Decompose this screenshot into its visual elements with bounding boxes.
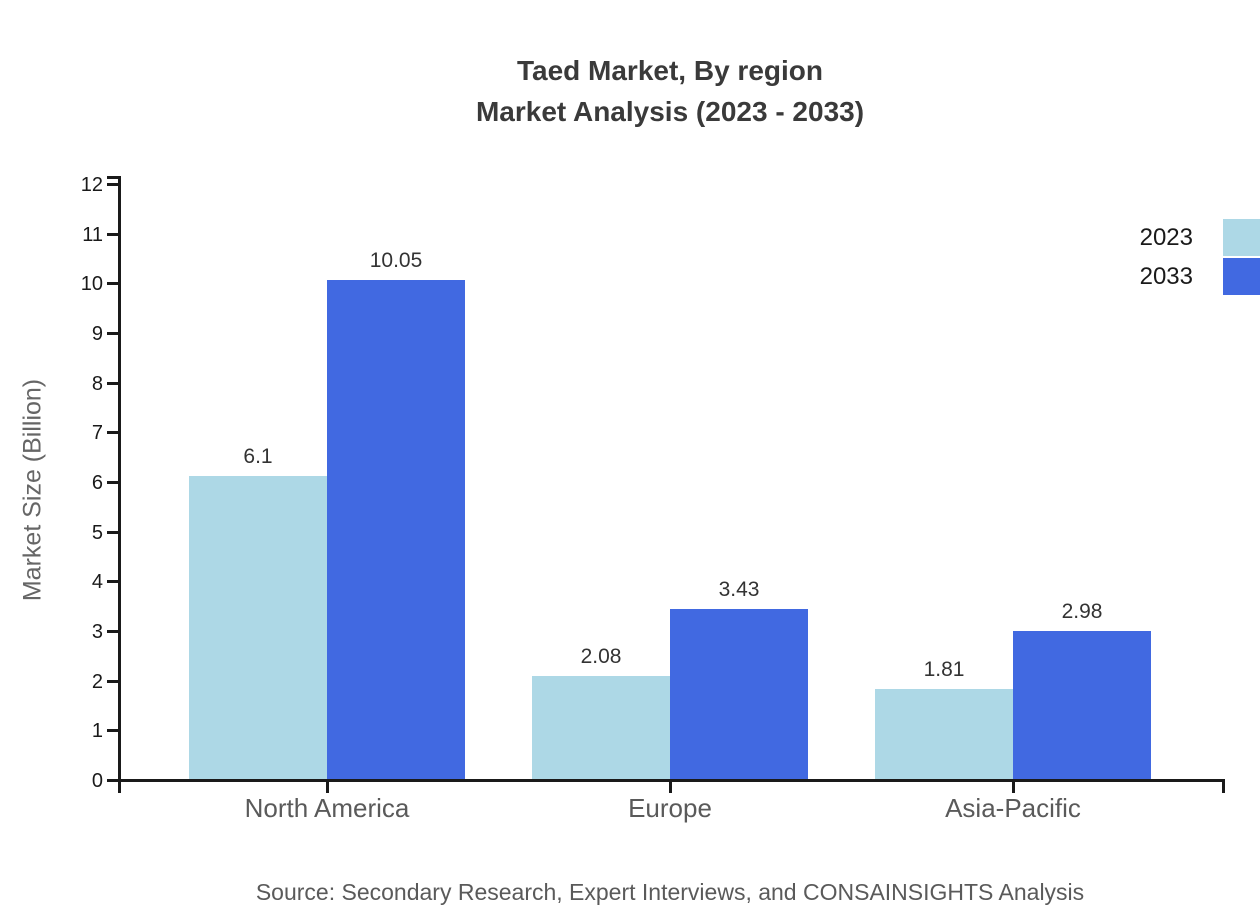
category-label: Asia-Pacific	[945, 793, 1081, 823]
y-tick	[107, 729, 118, 732]
legend-label-2033: 2033	[1139, 262, 1193, 290]
chart-title-line2: Market Analysis (2023 - 2033)	[475, 96, 865, 127]
category-label: Europe	[628, 793, 712, 823]
bar-2033-asia-pacific	[1013, 631, 1151, 779]
bar-2033-europe	[670, 609, 808, 779]
y-tick-label: 0	[91, 770, 103, 792]
y-axis-end-cap	[107, 176, 121, 179]
y-tick	[107, 481, 118, 484]
legend-item-2023: 2023	[1140, 219, 1260, 256]
y-tick-label: 2	[91, 671, 103, 693]
source-note: Source: Secondary Research, Expert Inter…	[255, 879, 1085, 905]
y-tick-label: 5	[91, 522, 103, 544]
value-label: 2.98	[1061, 600, 1103, 623]
y-tick	[107, 531, 118, 534]
bar-2023-europe	[532, 676, 670, 779]
y-tick	[107, 779, 118, 782]
x-axis-spine	[118, 779, 1225, 782]
legend-swatch-2033-icon	[1223, 258, 1260, 295]
y-tick	[107, 382, 118, 385]
chart-title: Taed Market, By region Market Analysis (…	[80, 50, 1260, 132]
value-label: 6.1	[243, 445, 273, 468]
value-label: 2.08	[580, 645, 622, 668]
x-tick	[669, 782, 672, 793]
x-axis-end-tick	[1222, 779, 1225, 793]
value-label: 1.81	[923, 658, 965, 681]
y-tick-label: 11	[82, 224, 103, 246]
y-tick-label: 9	[91, 323, 103, 345]
y-tick-label: 6	[91, 472, 103, 494]
y-tick-label: 10	[80, 273, 103, 295]
value-label: 3.43	[718, 578, 760, 601]
y-tick-label: 7	[91, 422, 103, 444]
y-tick	[107, 183, 118, 186]
y-tick	[107, 680, 118, 683]
legend-label-2023: 2023	[1139, 223, 1193, 251]
bar-2023-asia-pacific	[875, 689, 1013, 779]
y-tick-label: 12	[80, 174, 103, 196]
x-tick	[326, 782, 329, 793]
bar-2023-north-america	[189, 476, 327, 779]
legend-item-2033: 2033	[1140, 258, 1260, 295]
y-tick	[107, 233, 118, 236]
y-tick	[107, 630, 118, 633]
legend-swatch-2023-icon	[1223, 219, 1260, 256]
y-axis-spine	[118, 176, 121, 793]
x-tick	[1012, 782, 1015, 793]
bar-2033-north-america	[327, 280, 465, 779]
chart-title-line1: Taed Market, By region	[516, 55, 823, 86]
y-tick-label: 4	[91, 571, 103, 593]
y-tick-label: 3	[91, 621, 103, 643]
y-tick	[107, 580, 118, 583]
y-tick	[107, 332, 118, 335]
y-tick-label: 1	[91, 720, 103, 742]
value-label: 10.05	[369, 249, 423, 272]
y-tick	[107, 282, 118, 285]
legend: 2023 2033	[1140, 219, 1260, 297]
y-tick-label: 8	[91, 373, 103, 395]
category-label: North America	[244, 793, 410, 823]
y-tick	[107, 431, 118, 434]
